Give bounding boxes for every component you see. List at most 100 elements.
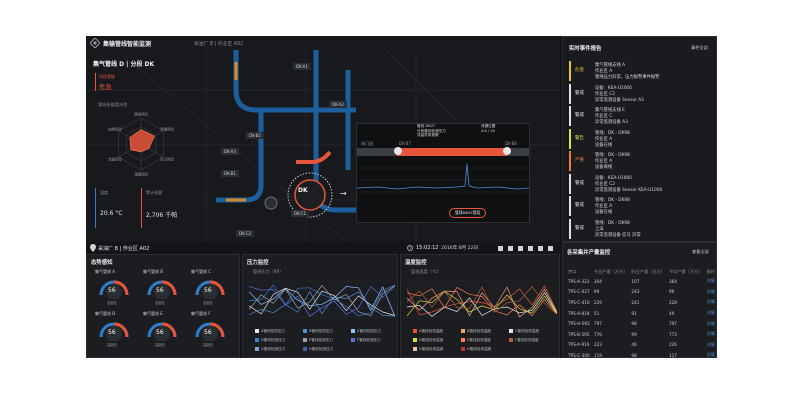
event-line: 上海 [595, 226, 604, 232]
event-line: 作业区 C2 [595, 91, 615, 97]
event-level: 警戒 [575, 90, 584, 96]
segment-start-node[interactable] [394, 147, 402, 155]
gauge-name: 集气管线 C [191, 269, 212, 274]
gauge-dial [99, 280, 129, 299]
legend-label: A管线检测温度 [419, 328, 444, 333]
chart-series-line [407, 290, 557, 317]
station-title: 各采集井产量监控 [567, 250, 611, 256]
temperature-gauge[interactable]: 集气管线 F 56 温度值 [191, 311, 229, 347]
station-cell: 776 [593, 331, 602, 337]
station-cell: TPS-H-002 [568, 321, 590, 327]
temp-label: 温度 [100, 190, 108, 195]
chart-series-line [249, 284, 395, 317]
event-line: 作业区 C [595, 114, 613, 119]
dk-arrow: → [340, 189, 347, 198]
station-cell: 223 [593, 342, 602, 348]
station-panel: 各采集井产量监控 查看全部 井口 今日产量（万方） 昨日产量（万方） 平均产量（万方）… [562, 242, 717, 358]
station-detail-link[interactable]: 详情 [706, 331, 715, 337]
map-label-6[interactable]: DK-C1 [291, 210, 310, 217]
pressure-subtitle: 管线压力（KP） [253, 269, 284, 274]
event-line: 异常监测设备 Sensor A3 [595, 97, 644, 103]
station-row: TPS-H-002 797 98 797 详情 [566, 318, 717, 329]
event-all-button[interactable]: 事件全部 [691, 45, 708, 50]
location-label[interactable]: 采油厂 B | 作业区 A02 [98, 246, 150, 252]
map-label-1[interactable]: DK-A1 [293, 63, 311, 70]
station-row: TPS-B-595 776 99 773 详情 [566, 329, 717, 340]
event-item[interactable]: 警告 管线：DK - DK98 作业区 A 设备在线 [569, 128, 712, 149]
station-cell: 241 [631, 299, 640, 305]
event-item[interactable]: 警戒 设备：KEA-U1000 作业区 C2 异常监测设备 Sensor KEA-U1… [569, 173, 712, 194]
toolbar-icons[interactable] [498, 245, 558, 252]
pipeline-map[interactable]: DK-A1 DK-A2 DK-A3 DK-B1 DK-B2 DK-C1 DK-C… [86, 50, 560, 242]
gauge-center [154, 326, 170, 341]
callout-left: 管线 DK07 分段管线检测压力 流量异常报警 [417, 124, 446, 138]
event-item[interactable]: 严重 管线：DK - DK98 作业区 A 设备离线 [569, 151, 712, 171]
gauge-value: 56 [204, 287, 212, 294]
map-label-5[interactable]: DK-B2 [246, 132, 264, 139]
current-time: 15:02:12 [416, 245, 439, 251]
station-cell: 91 [631, 310, 637, 316]
gauge-unit: 温度值 [107, 301, 117, 305]
station-detail-link[interactable]: 详情 [706, 288, 715, 294]
breadcrumb[interactable]: 采油厂 B | 作业区 A02 [194, 42, 244, 47]
segment-detail-inset[interactable]: DK-B7 DK-B8 阀门段 管线 DK07 分段管线检测压力 流量异常报警 … [356, 123, 530, 223]
temperature-gauge[interactable]: 集气管线 C 56 温度值 [191, 269, 229, 305]
station-view-all[interactable]: 查看全部 [692, 249, 709, 254]
station-detail-link[interactable]: 详情 [706, 278, 715, 284]
temperature-gauge[interactable]: 集气管线 A 56 温度值 [95, 269, 133, 305]
event-line: 管线：DK - DK98 [595, 130, 630, 136]
map-label-7[interactable]: DK-C2 [236, 230, 255, 237]
legend-label: E管线检测温度 [467, 337, 491, 342]
station-detail-link[interactable]: 详情 [706, 341, 715, 347]
gauge-dial [195, 280, 225, 299]
dk-marker-label[interactable]: DK [298, 187, 308, 194]
event-level-bar [569, 128, 571, 149]
event-level: 警戒 [575, 180, 584, 186]
map-label-3[interactable]: DK-A3 [221, 148, 239, 155]
station-detail-link[interactable]: 详情 [706, 299, 715, 305]
gauge-dial [195, 322, 225, 341]
gauge-fill [161, 280, 177, 296]
gauge-dial [147, 280, 177, 299]
segment-end-node[interactable] [503, 147, 511, 155]
event-item[interactable]: 危害 集气管线支线 A 作业区 A 管线压力异常，压力报警事件报警 [569, 61, 712, 81]
segment-button[interactable]: 管线DK07管段 [449, 208, 487, 218]
station-table: 井口 今日产量（万方） 昨日产量（万方） 平均产量（万方） 操作 TPS-A-323 304… [566, 267, 717, 358]
station-cell: 797 [668, 321, 677, 327]
event-level: 严重 [575, 158, 584, 163]
radar-axis-label: 流量风险 [108, 157, 122, 162]
station-detail-link[interactable]: 详情 [706, 352, 715, 358]
station-cell: 229 [593, 299, 602, 305]
station-cell: 49 [668, 310, 675, 316]
legend-swatch [413, 338, 417, 342]
flow-value: 2,706 千帕 [146, 212, 178, 219]
gauge-value: 56 [156, 329, 164, 336]
event-item[interactable]: 警戒 集气管线支线 E 作业区 C 异常监测设备 A3 [569, 106, 712, 126]
map-network [86, 50, 560, 242]
gauge-name: 集气管线 E [143, 311, 163, 316]
legend-swatch [303, 347, 307, 351]
station-detail-link[interactable]: 详情 [706, 320, 715, 326]
event-item[interactable]: 警戒 管线：DK - DK98 上海 异常监测设备 信号 异常 [569, 218, 712, 239]
map-label-4[interactable]: DK-B1 [221, 170, 239, 177]
station-detail-link[interactable]: 详情 [706, 310, 715, 316]
event-line: 管线：DK - DK98 [595, 153, 630, 158]
temperature-gauge[interactable]: 集气管线 D 56 温度值 [95, 311, 133, 347]
event-line: 作业区 C2 [595, 181, 615, 187]
temperature-gauge[interactable]: 集气管线 E 56 温度值 [143, 311, 181, 347]
map-label-2[interactable]: DK-A2 [329, 101, 347, 108]
station-cell: 304 [593, 278, 602, 284]
event-line: 集气管线支线 E [595, 108, 625, 113]
logo-icon [90, 38, 100, 48]
station-cell: 107 [631, 278, 640, 284]
station-cell: 46 [631, 342, 637, 348]
radar-axis-label: 温度风险 [134, 172, 148, 177]
chart-series-line [407, 292, 557, 317]
event-item[interactable]: 警戒 设备：KEA-U1000 作业区 C2 异常监测设备 Sensor A3 [569, 83, 712, 104]
chart-series-line [249, 284, 395, 317]
station-header: 平均产量（万方） [668, 268, 703, 274]
temperature-gauge[interactable]: 集气管线 B 56 温度值 [143, 269, 181, 305]
event-line: 异常监测设备 Sensor KEA-U1000 [595, 187, 663, 193]
event-report-title: 实时事件报告 [569, 46, 602, 52]
event-item[interactable]: 警戒 管线：DK - DK98 作业区 A 设备在线 [569, 196, 712, 216]
